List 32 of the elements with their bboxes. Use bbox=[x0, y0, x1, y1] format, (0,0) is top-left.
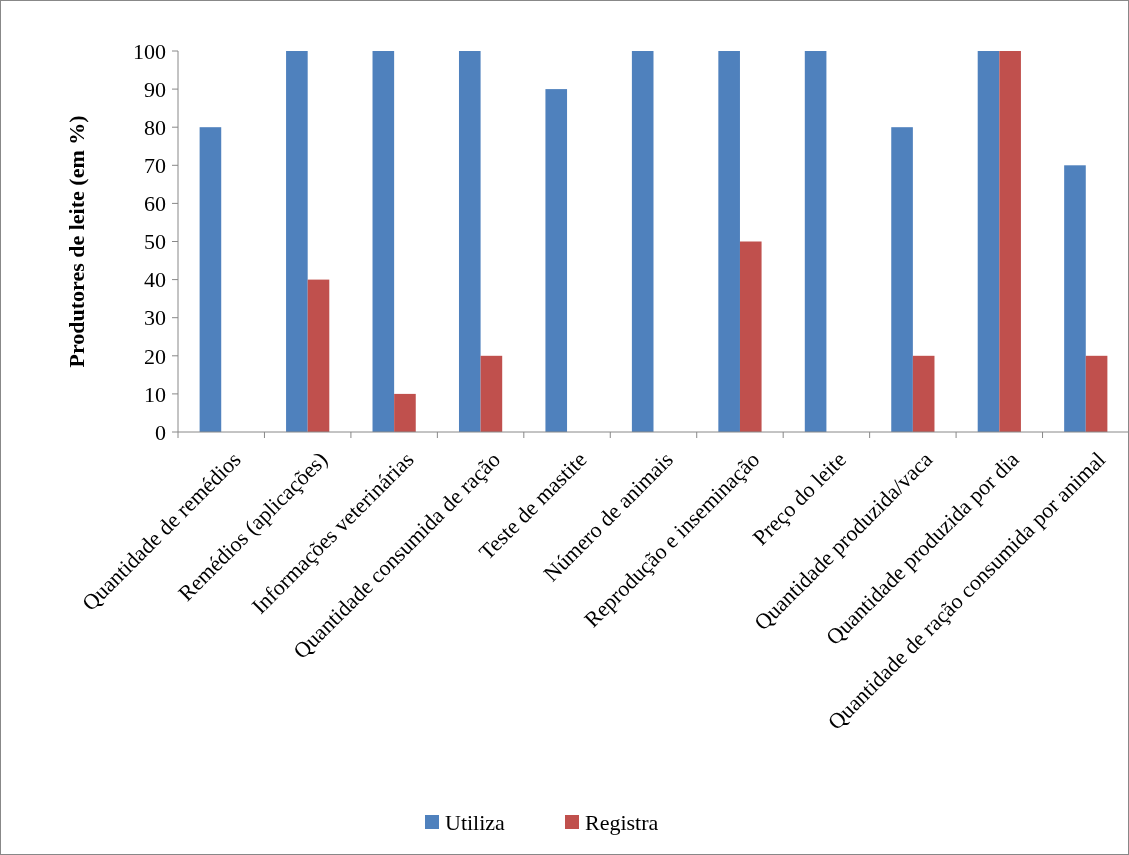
y-tick-label: 0 bbox=[155, 419, 166, 445]
y-tick-label: 100 bbox=[133, 38, 166, 64]
y-axis-title: Produtores de leite (em %) bbox=[64, 115, 89, 368]
bar bbox=[199, 127, 222, 432]
bar bbox=[1064, 165, 1086, 432]
y-tick-label: 70 bbox=[144, 153, 166, 178]
y-tick-label: 90 bbox=[144, 76, 166, 102]
bar bbox=[394, 393, 416, 432]
y-tick-label: 50 bbox=[144, 229, 166, 255]
bar bbox=[718, 51, 740, 432]
legend-label: Utiliza bbox=[445, 809, 506, 835]
y-tick-label: 30 bbox=[144, 305, 166, 331]
bar bbox=[286, 51, 308, 432]
y-tick-label: 80 bbox=[144, 114, 166, 140]
y-tick-label: 10 bbox=[144, 381, 166, 407]
bar bbox=[631, 51, 654, 432]
bar bbox=[912, 355, 935, 432]
bar bbox=[977, 51, 1000, 432]
legend-label: Registra bbox=[585, 809, 659, 835]
bar bbox=[458, 51, 481, 432]
bar bbox=[1085, 355, 1108, 432]
bar bbox=[545, 89, 568, 432]
y-tick-label: 20 bbox=[144, 343, 166, 369]
bar bbox=[804, 51, 827, 432]
bar bbox=[999, 51, 1021, 432]
bar bbox=[739, 241, 762, 432]
bar bbox=[480, 355, 503, 432]
y-tick-label: 40 bbox=[144, 267, 166, 293]
bar bbox=[891, 127, 913, 432]
bar bbox=[307, 279, 330, 432]
y-tick-label: 60 bbox=[144, 191, 166, 217]
bar bbox=[372, 51, 395, 432]
